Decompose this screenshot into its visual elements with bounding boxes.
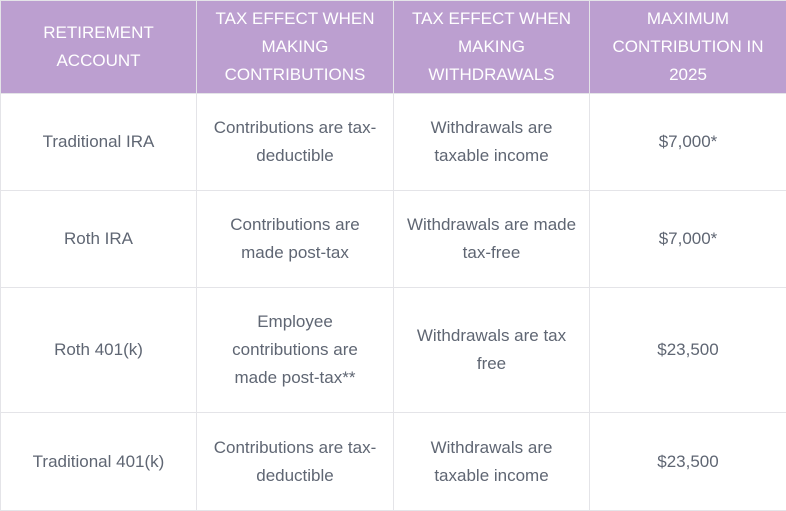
header-row: Retirement Account Tax effect when makin…	[1, 1, 786, 94]
account-name: Roth 401(k)	[1, 288, 197, 413]
withdrawal-tax-effect: Withdrawals are taxable income	[394, 413, 590, 511]
account-name: Roth IRA	[1, 191, 197, 288]
table-row: Roth IRA Contributions are made post-tax…	[1, 191, 786, 288]
withdrawal-tax-effect: Withdrawals are taxable income	[394, 94, 590, 191]
max-contribution: $7,000*	[590, 94, 786, 191]
contribution-tax-effect: Contributions are tax-deductible	[197, 94, 394, 191]
header-retirement-account: Retirement Account	[1, 1, 197, 94]
header-max-contribution: Maximum contribution in 2025	[590, 1, 786, 94]
contribution-tax-effect: Contributions are tax-deductible	[197, 413, 394, 511]
header-tax-effect-withdrawals: Tax effect when making withdrawals	[394, 1, 590, 94]
account-name: Traditional IRA	[1, 94, 197, 191]
max-contribution: $7,000*	[590, 191, 786, 288]
contribution-tax-effect: Employee contributions are made post-tax…	[197, 288, 394, 413]
table-row: Roth 401(k) Employee contributions are m…	[1, 288, 786, 413]
withdrawal-tax-effect: Withdrawals are tax free	[394, 288, 590, 413]
max-contribution: $23,500	[590, 288, 786, 413]
header-tax-effect-contributions: Tax effect when making contributions	[197, 1, 394, 94]
table-row: Traditional 401(k) Contributions are tax…	[1, 413, 786, 511]
withdrawal-tax-effect: Withdrawals are made tax-free	[394, 191, 590, 288]
max-contribution: $23,500	[590, 413, 786, 511]
table-row: Traditional IRA Contributions are tax-de…	[1, 94, 786, 191]
contribution-tax-effect: Contributions are made post-tax	[197, 191, 394, 288]
account-name: Traditional 401(k)	[1, 413, 197, 511]
